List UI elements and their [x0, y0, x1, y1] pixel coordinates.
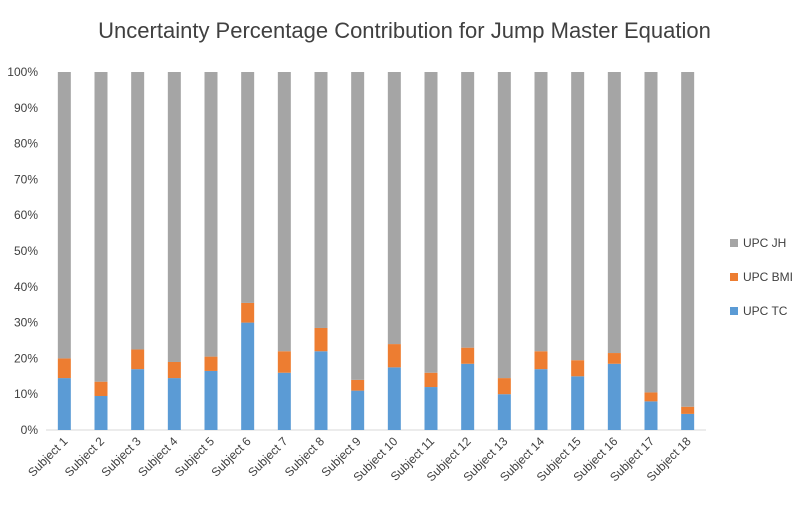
bar-segment: [57, 358, 71, 379]
bar-segment: [644, 401, 658, 430]
bar-segment: [314, 351, 328, 430]
bar-segment: [681, 72, 695, 407]
bar-segment: [241, 322, 255, 430]
y-tick-label: 0%: [21, 423, 39, 437]
legend-swatch: [730, 307, 738, 315]
bar-segment: [497, 378, 511, 395]
y-tick-label: 70%: [14, 172, 38, 186]
y-tick-label: 80%: [14, 137, 38, 151]
bar-segment: [314, 327, 328, 352]
bar-segment: [387, 344, 401, 368]
bar-segment: [277, 72, 291, 352]
bar-segment: [57, 72, 71, 359]
bar-segment: [424, 72, 438, 373]
bar-segment: [534, 369, 548, 430]
bar-segment: [351, 72, 365, 380]
y-tick-label: 10%: [14, 387, 38, 401]
bar-segment: [571, 376, 585, 430]
bar-segment: [94, 381, 108, 396]
bar-segment: [681, 406, 695, 414]
bar-segment: [571, 72, 585, 361]
bar-segment: [387, 72, 401, 345]
bar-segment: [644, 392, 658, 402]
bar-segment: [607, 353, 621, 364]
y-tick-label: 50%: [14, 244, 38, 258]
legend-swatch: [730, 273, 738, 281]
bar-segment: [351, 390, 365, 430]
bar-segment: [534, 351, 548, 370]
y-tick-label: 90%: [14, 101, 38, 115]
bar-segment: [277, 351, 291, 373]
bar-segment: [534, 72, 548, 352]
bar-segment: [131, 369, 145, 430]
legend-label: UPC BMI: [743, 270, 793, 284]
bar-segment: [461, 347, 475, 364]
bar-segment: [131, 72, 145, 350]
bar-segment: [387, 367, 401, 430]
bar-segment: [241, 72, 255, 303]
bar-segment: [277, 372, 291, 430]
chart-title: Uncertainty Percentage Contribution for …: [98, 18, 711, 43]
bar-segment: [461, 363, 475, 430]
bar-segment: [607, 363, 621, 430]
y-tick-label: 100%: [7, 65, 38, 79]
bar-segment: [131, 349, 145, 370]
bar-segment: [424, 387, 438, 430]
bar-segment: [424, 372, 438, 388]
bar-segment: [204, 72, 218, 357]
bar-segment: [607, 72, 621, 354]
bar-segment: [571, 360, 585, 377]
y-tick-label: 30%: [14, 316, 38, 330]
bar-segment: [204, 370, 218, 430]
bar-segment: [167, 361, 181, 379]
legend-label: UPC JH: [743, 236, 786, 250]
y-tick-label: 60%: [14, 208, 38, 222]
bar-segment: [351, 379, 365, 391]
bar-segment: [241, 302, 255, 323]
bar-segment: [497, 72, 511, 379]
bar-segment: [681, 413, 695, 430]
bar-segment: [167, 378, 181, 430]
bar-segment: [314, 72, 328, 328]
bar-segment: [94, 72, 108, 382]
bar-segment: [644, 72, 658, 393]
legend-swatch: [730, 239, 738, 247]
legend-label: UPC TC: [743, 304, 788, 318]
y-tick-label: 40%: [14, 280, 38, 294]
bar-segment: [204, 356, 218, 371]
bar-segment: [497, 394, 511, 430]
bar-segment: [57, 378, 71, 430]
bar-segment: [94, 395, 108, 430]
bar-segment: [461, 72, 475, 348]
y-tick-label: 20%: [14, 351, 38, 365]
bar-segment: [167, 72, 181, 362]
